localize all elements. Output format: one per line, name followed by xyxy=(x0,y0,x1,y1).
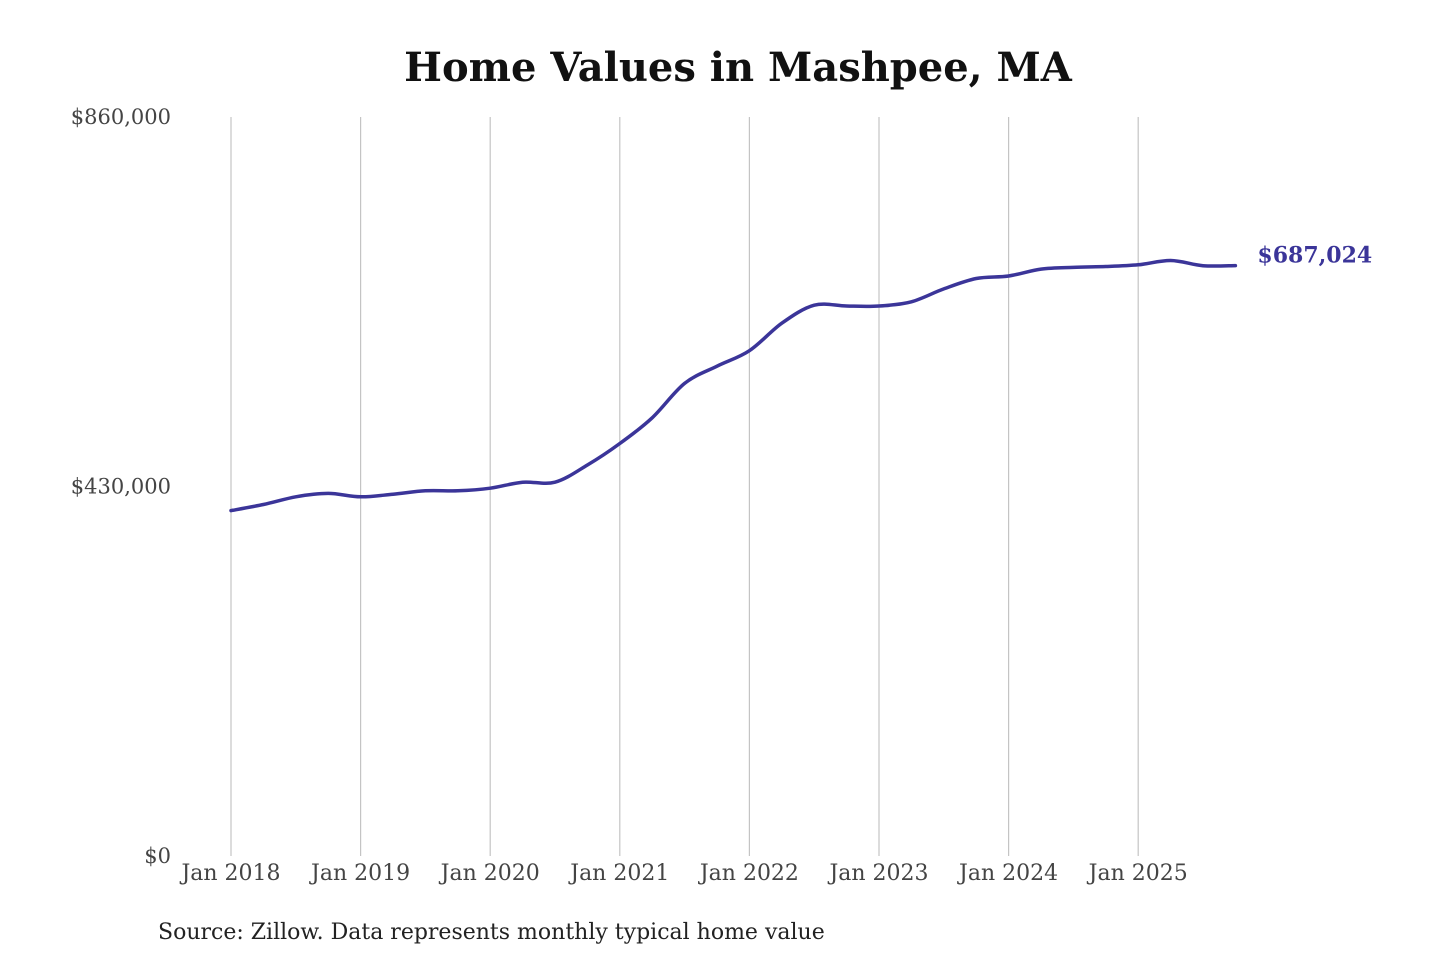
source-note: Source: Zillow. Data represents monthly … xyxy=(158,920,825,945)
y-tick-label: $0 xyxy=(144,844,171,868)
y-tick-label: $860,000 xyxy=(71,105,171,129)
x-tick-label: Jan 2019 xyxy=(309,861,410,886)
chart-title: Home Values in Mashpee, MA xyxy=(404,44,1073,91)
series-line-home-value xyxy=(229,258,1238,513)
end-value-label: $687,024 xyxy=(1257,243,1372,269)
x-tick-label: Jan 2020 xyxy=(439,861,540,886)
gridlines xyxy=(230,117,1139,856)
x-tick-label: Jan 2022 xyxy=(698,861,799,886)
x-tick-label: Jan 2023 xyxy=(827,861,928,886)
y-axis-ticks: $0 $430,000 $860,000 xyxy=(71,105,171,868)
x-tick-label: Jan 2021 xyxy=(568,861,669,886)
y-tick-label: $430,000 xyxy=(71,475,171,499)
x-tick-label: Jan 2024 xyxy=(957,861,1058,886)
x-axis-ticks: Jan 2018 Jan 2019 Jan 2020 Jan 2021 Jan 2022… xyxy=(179,861,1187,886)
x-tick-label: Jan 2025 xyxy=(1087,861,1188,886)
x-tick-label: Jan 2018 xyxy=(179,861,280,886)
